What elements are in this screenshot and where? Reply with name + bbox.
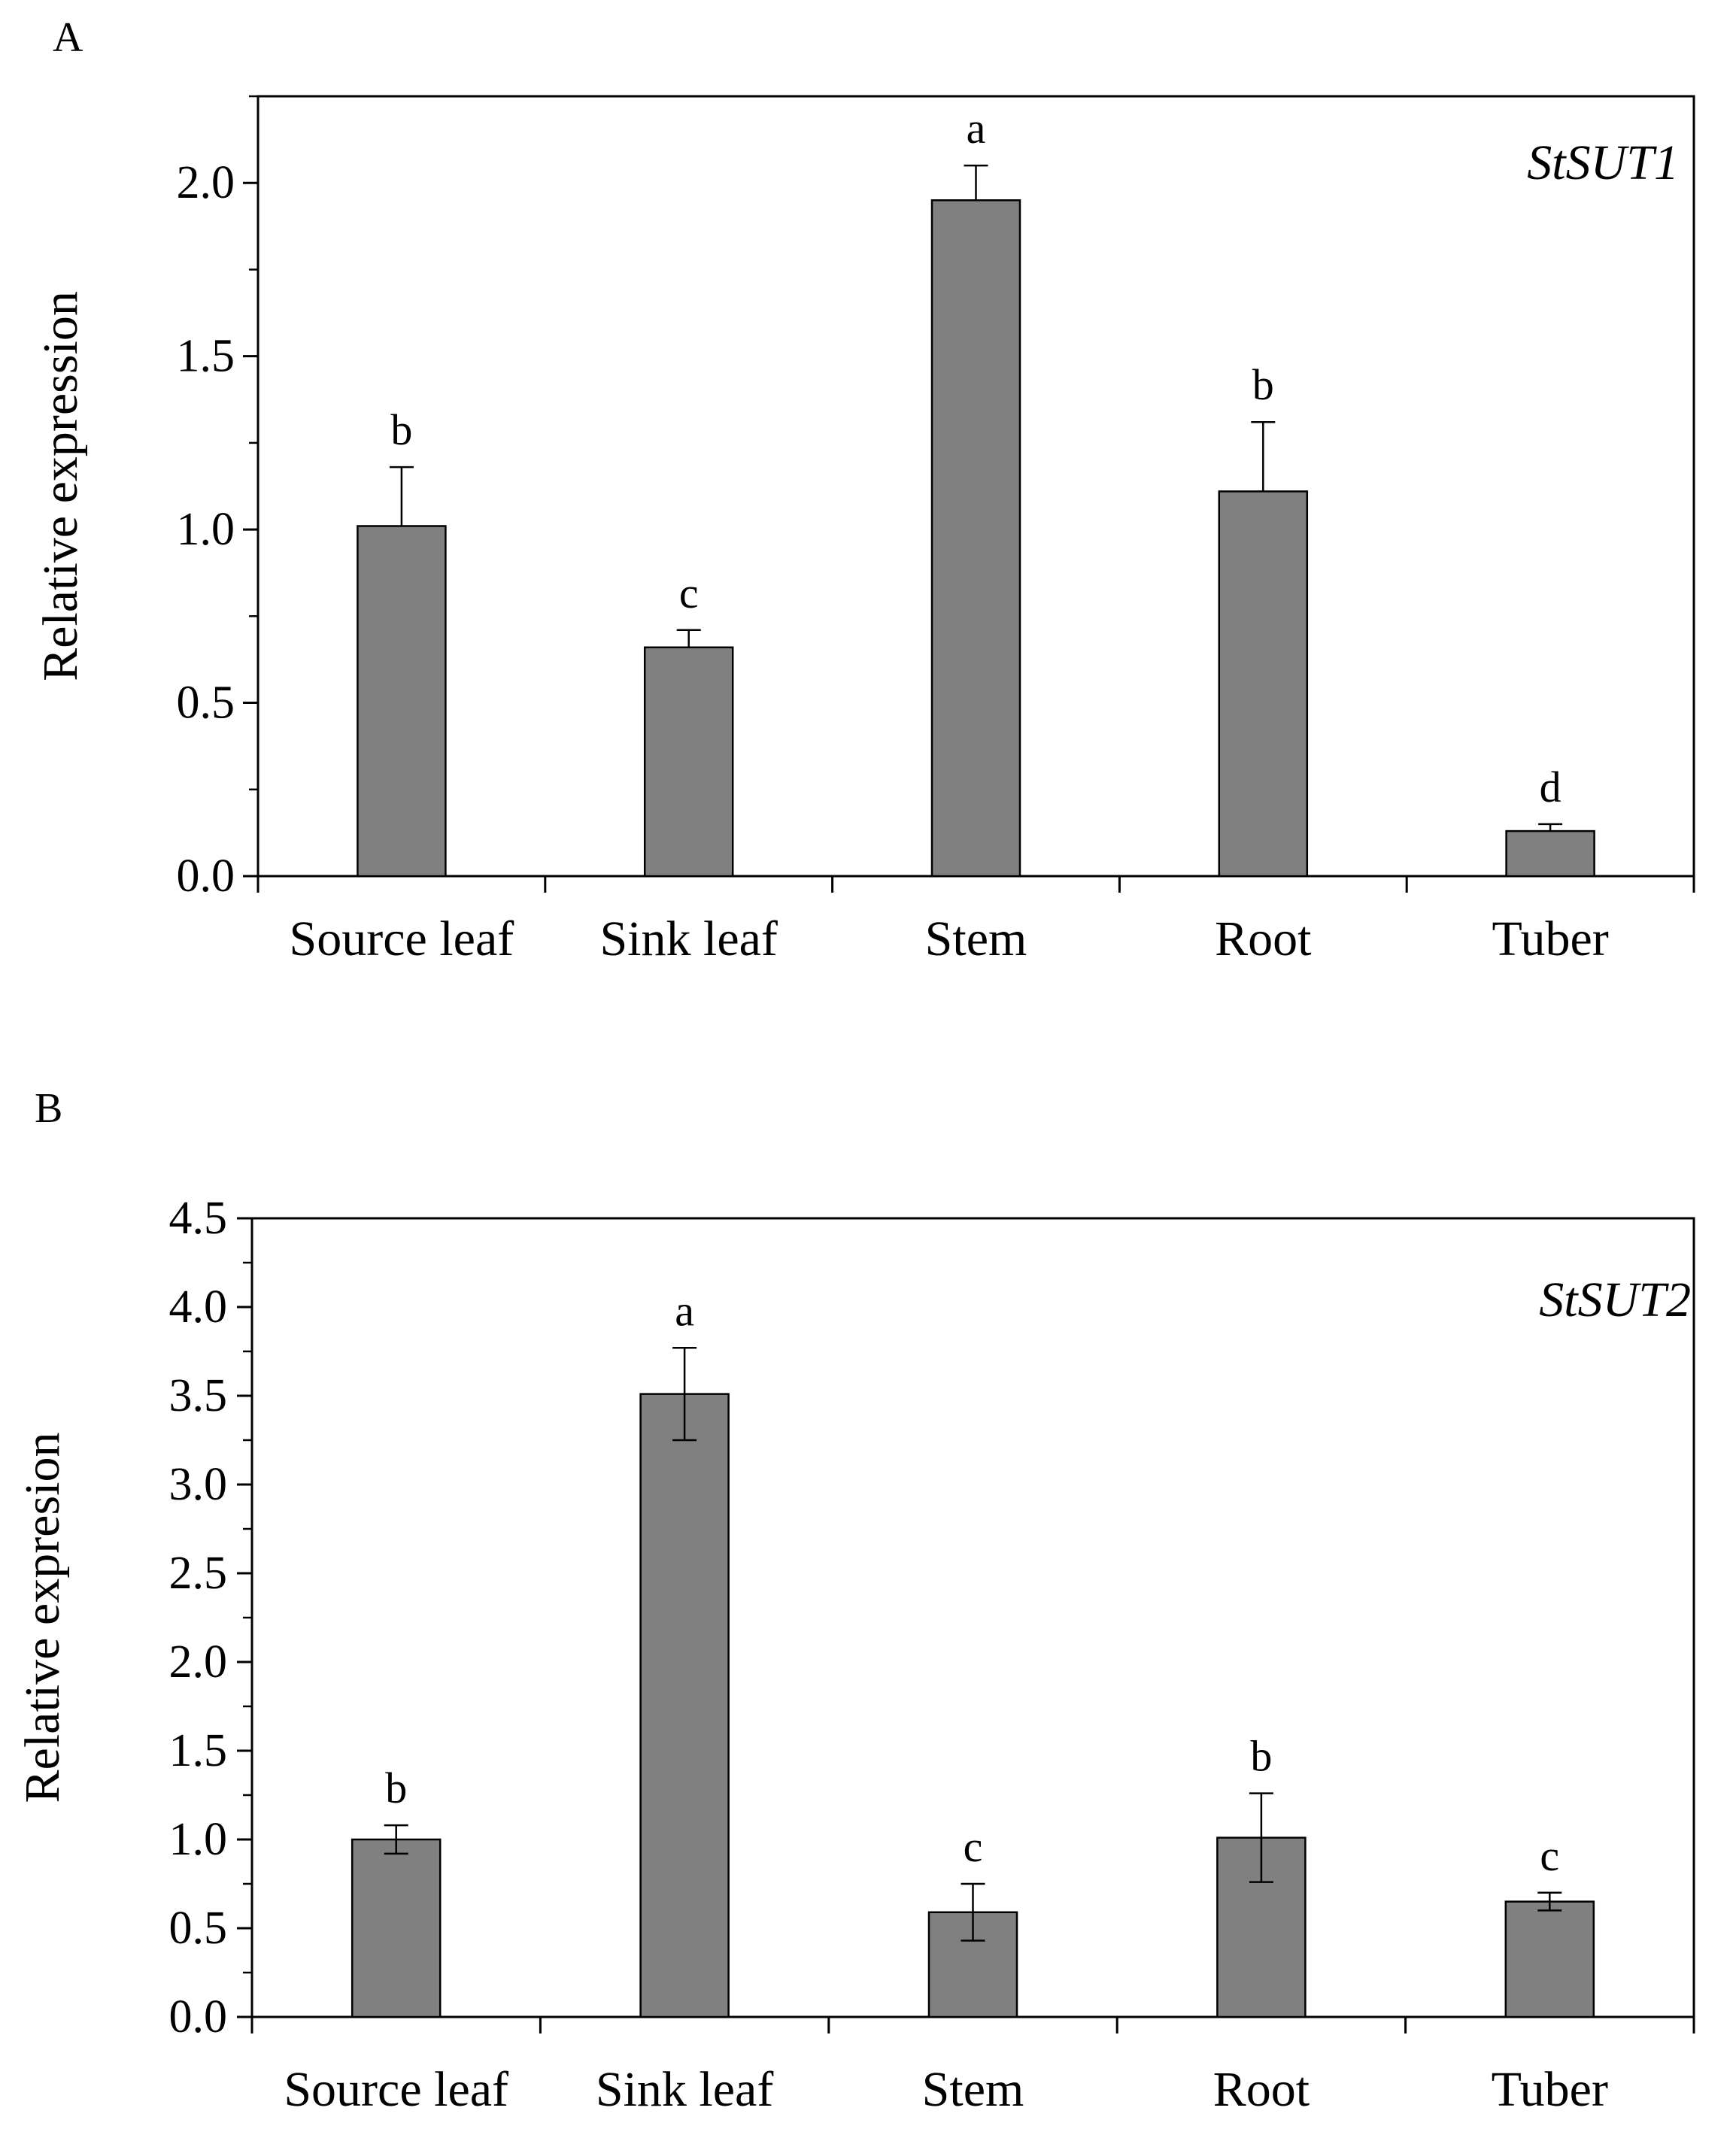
bar <box>639 1393 730 2018</box>
gene-label: StSUT1 <box>1527 135 1679 190</box>
significance-letter: c <box>1540 1831 1559 1880</box>
significance-letter: b <box>1250 1732 1272 1781</box>
y-tick-label: 2.0 <box>177 157 235 208</box>
category-label: Stem <box>925 911 1027 966</box>
y-tick-label: 0.0 <box>177 851 235 902</box>
y-tick-label: 3.5 <box>169 1370 228 1421</box>
y-tick-label: 0.0 <box>169 1991 228 2043</box>
y-tick-label: 3.0 <box>169 1459 228 1510</box>
gene-label: StSUT2 <box>1539 1272 1691 1327</box>
panel-letter: B <box>35 1085 62 1132</box>
category-label: Sink leaf <box>596 2062 773 2117</box>
bar <box>643 646 734 878</box>
significance-letter: b <box>1252 360 1274 409</box>
category-label: Tuber <box>1492 911 1608 966</box>
category-label: Tuber <box>1492 2062 1608 2117</box>
bar <box>1504 1900 1595 2018</box>
y-tick-label: 1.5 <box>177 331 235 382</box>
y-tick-label: 2.5 <box>169 1548 228 1599</box>
y-tick-label: 2.0 <box>169 1636 228 1688</box>
category-label: Stem <box>922 2062 1024 2117</box>
category-label: Root <box>1213 2062 1310 2117</box>
bar <box>351 1838 442 2018</box>
significance-letter: a <box>967 104 986 153</box>
significance-letter: a <box>675 1286 694 1335</box>
y-tick-label: 4.5 <box>169 1193 228 1244</box>
significance-letter: b <box>385 1764 407 1812</box>
category-label: Source leaf <box>284 2062 508 2117</box>
bar <box>1505 829 1595 878</box>
panel-a: A 0.0 0.5 1.0 1.5 2.0 Relative expression StSUT… <box>33 14 1695 966</box>
y-axis-title: Relative expression <box>33 291 88 681</box>
y-tick-label: 0.5 <box>177 678 235 729</box>
bar <box>357 525 447 878</box>
category-label: Root <box>1215 911 1311 966</box>
y-tick-label: 1.0 <box>177 504 235 555</box>
panel-b: B 0.0 0.5 1.0 1.5 2.0 2.5 3.0 3.5 4.0 4.5 Relative … <box>15 1085 1695 2117</box>
y-tick-label: 4.0 <box>169 1281 228 1333</box>
y-tick-label: 0.5 <box>169 1903 228 1954</box>
category-label: Source leaf <box>290 911 514 966</box>
panel-letter: A <box>53 14 83 61</box>
bar <box>1218 490 1309 878</box>
y-tick-label: 1.0 <box>169 1814 228 1865</box>
bar <box>930 199 1021 878</box>
significance-letter: c <box>679 569 699 617</box>
y-tick-label: 1.5 <box>169 1725 228 1776</box>
significance-letter: c <box>964 1822 983 1871</box>
category-label: Sink leaf <box>599 911 777 966</box>
significance-letter: b <box>390 405 412 454</box>
y-axis-title: Relative expresion <box>15 1432 70 1803</box>
significance-letter: d <box>1540 763 1561 811</box>
